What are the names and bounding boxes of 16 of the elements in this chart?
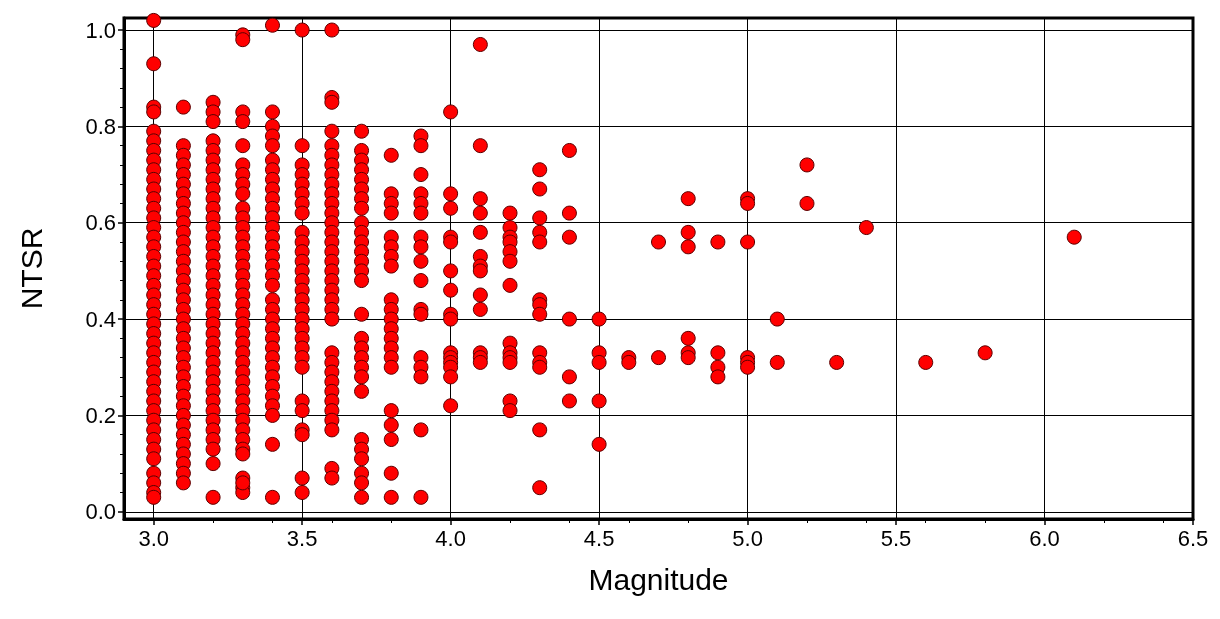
x-tick-label: 3.0 xyxy=(138,525,169,551)
y-tick-label: 0.6 xyxy=(85,210,116,236)
x-tick-label: 5.0 xyxy=(732,525,763,551)
y-tick-label: 0.2 xyxy=(85,402,116,428)
y-tick-label: 0.0 xyxy=(85,499,116,525)
y-tick-label: 0.4 xyxy=(85,306,116,332)
x-tick-label: 4.5 xyxy=(583,525,615,551)
x-axis-title: Magnitude xyxy=(588,562,729,596)
y-tick-label: 0.8 xyxy=(85,113,116,139)
x-tick-label: 3.5 xyxy=(286,525,318,551)
y-axis-title: NTSR xyxy=(14,227,48,310)
x-tick-label: 4.0 xyxy=(435,525,466,551)
x-tick-label: 5.5 xyxy=(880,525,912,551)
y-tick-label: 1.0 xyxy=(85,17,116,43)
x-tick-label: 6.5 xyxy=(1177,525,1209,551)
x-tick-label: 6.0 xyxy=(1029,525,1060,551)
